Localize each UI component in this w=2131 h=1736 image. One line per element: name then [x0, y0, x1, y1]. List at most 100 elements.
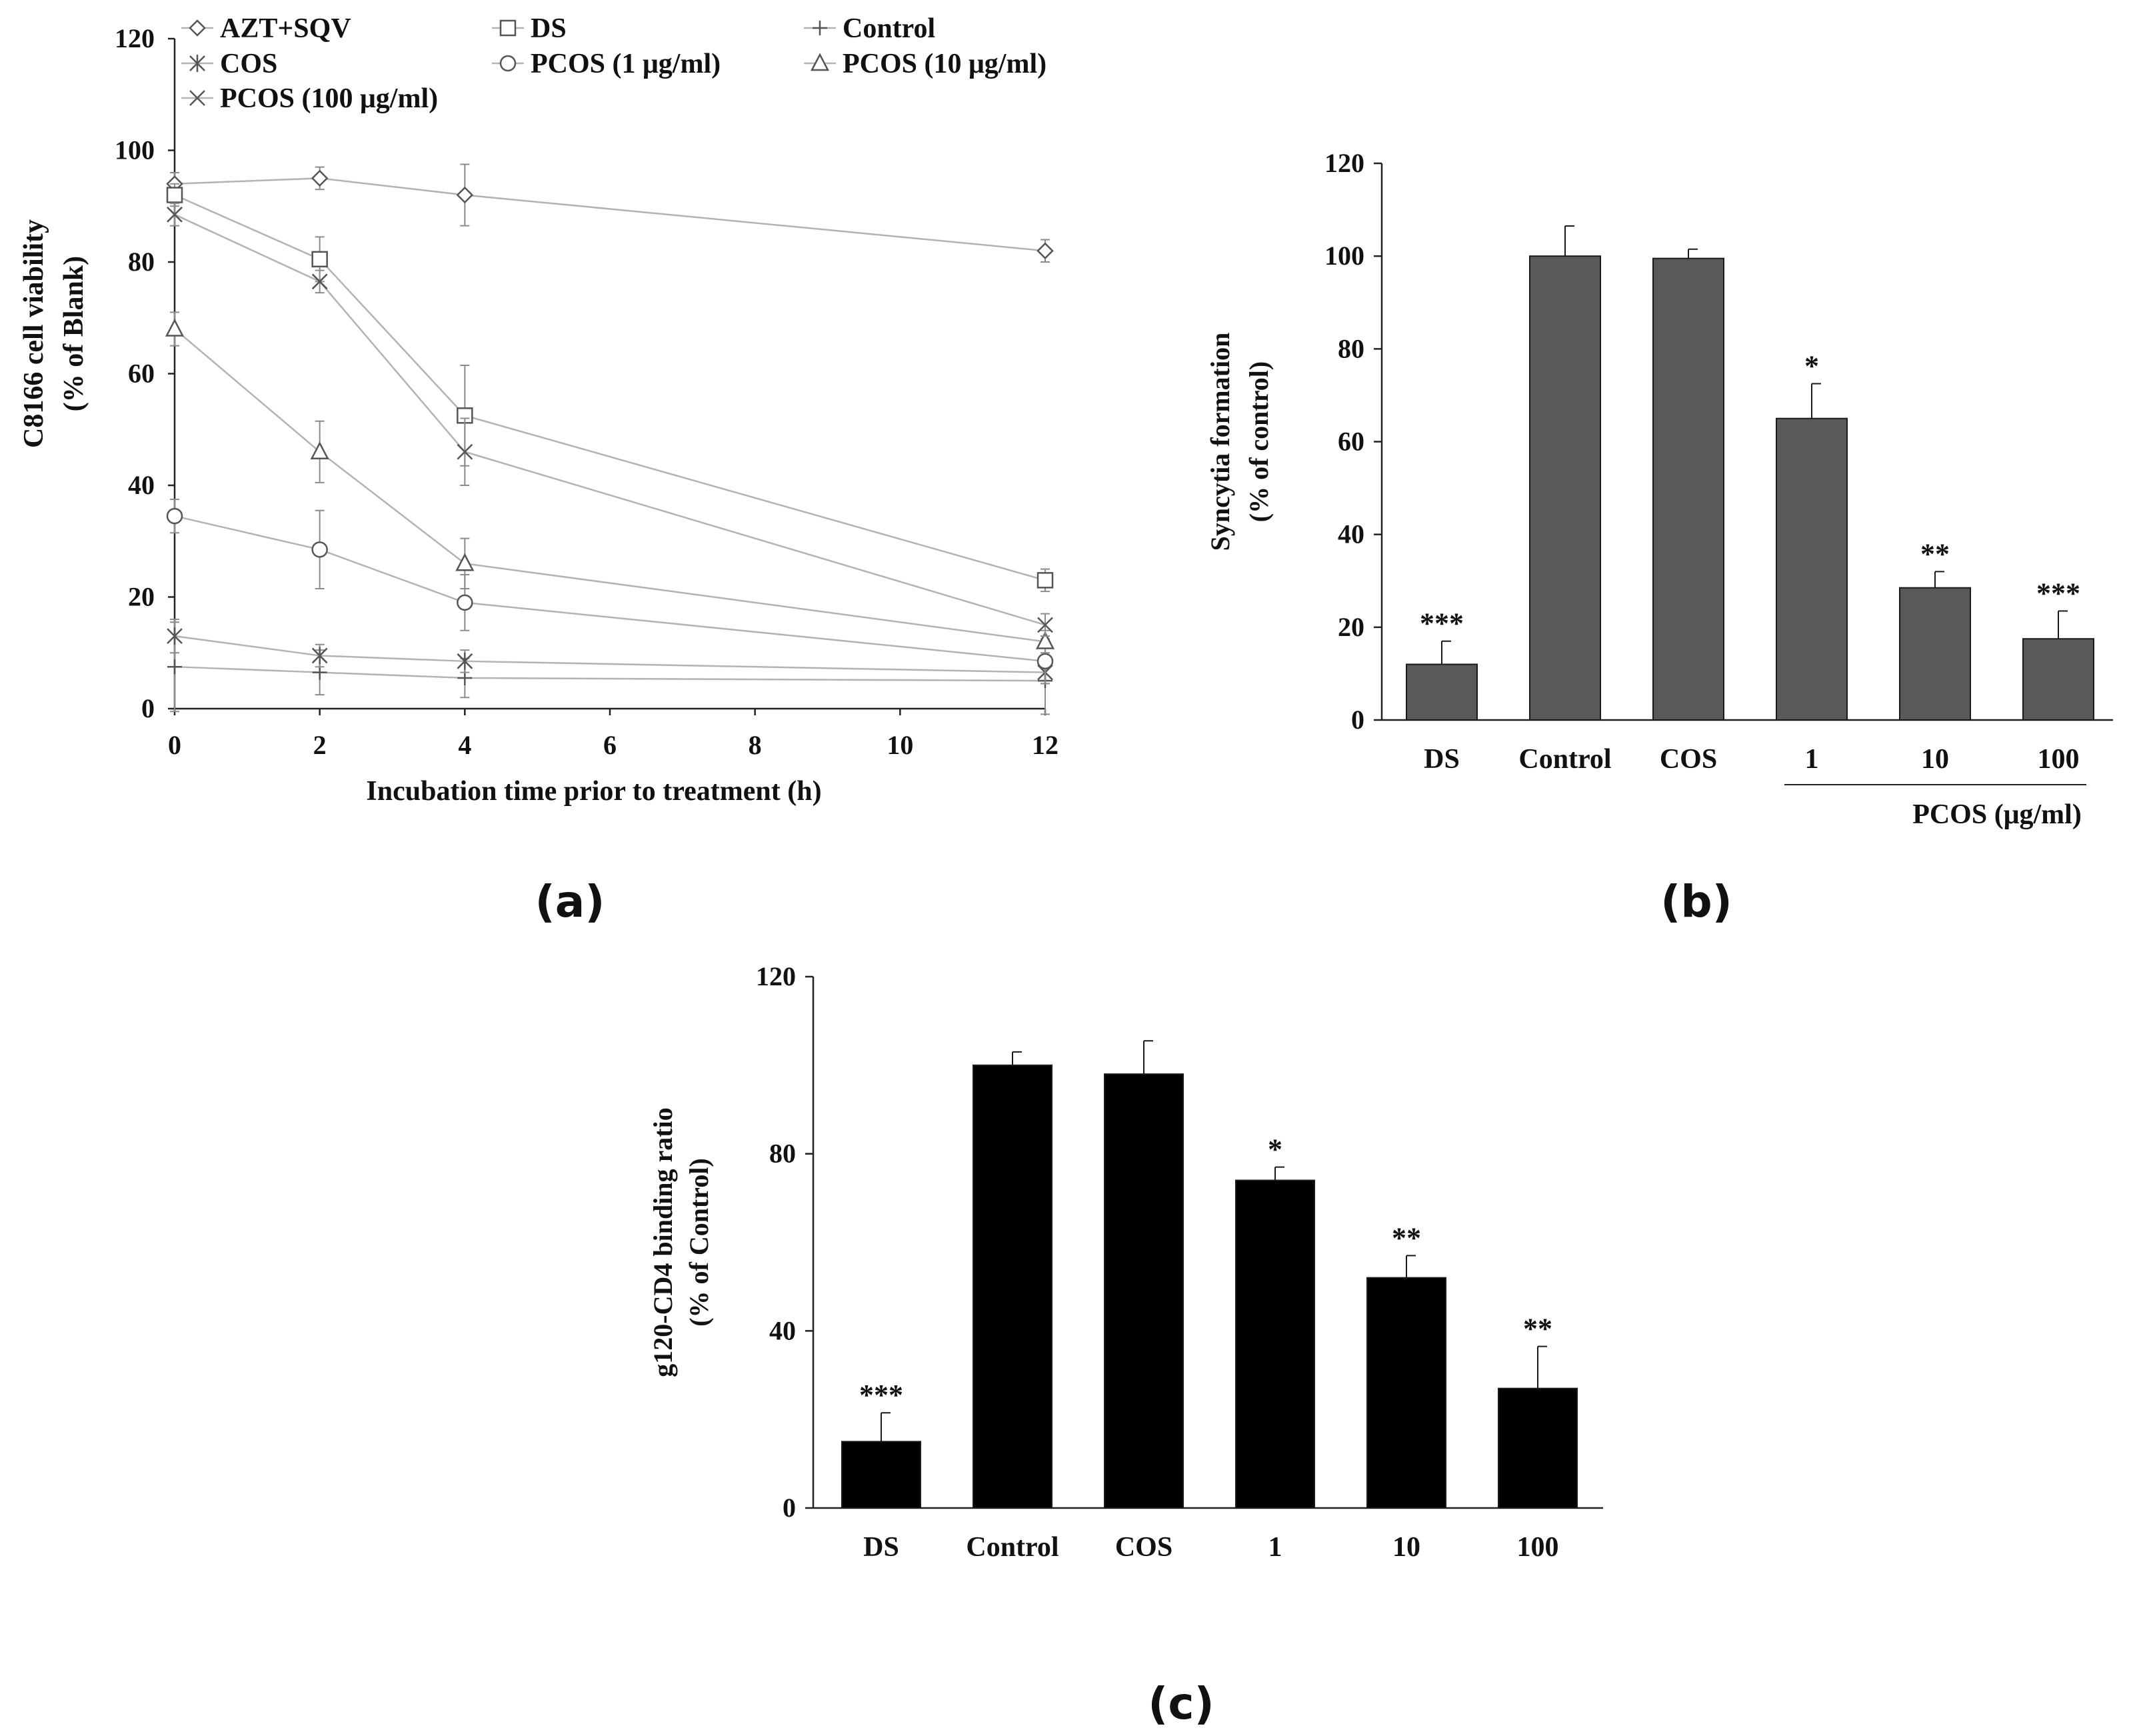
legend-marker — [813, 21, 827, 35]
series-line — [174, 328, 1046, 643]
error-bar — [1143, 1040, 1153, 1075]
x-tick-label: Control — [966, 1532, 1059, 1563]
data-point — [311, 541, 328, 558]
error-bar — [2058, 610, 2068, 639]
y-tick-label: 40 — [128, 470, 155, 500]
legend-marker — [499, 55, 517, 72]
y-tick-label: 20 — [1338, 612, 1364, 642]
x-tick-label: 1 — [1268, 1532, 1282, 1563]
x-tick-label: 0 — [168, 730, 181, 760]
series-group — [166, 183, 1054, 593]
data-point — [310, 441, 329, 459]
x-tick-label: 100 — [1517, 1532, 1559, 1563]
bar — [973, 1064, 1053, 1509]
series-line — [174, 213, 1046, 626]
significance-marker: ** — [1523, 1313, 1552, 1345]
legend-label: DS — [531, 13, 567, 44]
y-tick-label: 40 — [769, 1315, 796, 1345]
error-bar — [1537, 1345, 1547, 1389]
y-tick-label: 40 — [1338, 519, 1364, 549]
x-tick-label: 2 — [313, 730, 327, 760]
data-point — [166, 187, 183, 203]
x-tick-label: 8 — [749, 730, 762, 760]
legend-label: PCOS (10 μg/ml) — [843, 49, 1047, 79]
y-tick-label: 20 — [128, 582, 155, 612]
x-tick-label: 100 — [2038, 744, 2080, 775]
panel-b-bar-chart: 0 20 40 60 80 100 120 Syncytia formation (% of c… — [1205, 148, 2113, 927]
series-line — [174, 515, 1046, 663]
error-bar — [1441, 640, 1451, 665]
significance-marker: ** — [1920, 537, 1950, 570]
x-tick-label: Control — [1518, 744, 1611, 775]
data-point — [167, 206, 183, 223]
bar — [841, 1441, 921, 1509]
bar — [1104, 1073, 1184, 1509]
error-bar — [881, 1412, 891, 1442]
y-tick-label: 120 — [115, 23, 155, 53]
series-line — [174, 665, 1046, 682]
x-tick-label: 4 — [458, 730, 471, 760]
y-axis-label: g120-CD4 binding ratio — [648, 1107, 678, 1377]
legend-label: Control — [843, 13, 935, 44]
x-tick-label: COS — [1115, 1532, 1172, 1563]
series-group — [165, 311, 1055, 654]
data-point — [167, 659, 182, 675]
data-point — [1037, 242, 1054, 260]
error-bar — [1934, 571, 1944, 588]
y-axis-label: (% of control) — [1244, 361, 1274, 522]
data-point — [311, 251, 328, 268]
data-point — [1035, 631, 1055, 649]
data-point — [456, 186, 474, 204]
x-tick-label: DS — [863, 1532, 899, 1563]
y-tick-label: 100 — [1324, 241, 1364, 271]
data-point — [455, 553, 475, 571]
x-axis-label: Incubation time prior to treatment (h) — [366, 776, 821, 807]
x-tick-label: 1 — [1805, 744, 1819, 775]
legend: AZT+SQV DS Control COS PCOS (1 μg/ml) PCOS (1… — [181, 13, 1047, 114]
y-tick-label: 0 — [1351, 705, 1364, 735]
series-line — [174, 194, 1046, 581]
bar — [1235, 1179, 1315, 1509]
bar — [1529, 255, 1601, 721]
legend-marker — [499, 19, 517, 37]
data-point — [311, 169, 329, 187]
y-axis-label: (% of Control) — [684, 1158, 714, 1327]
data-point — [457, 594, 473, 611]
bar — [1776, 417, 1848, 721]
bar — [1899, 587, 1971, 721]
y-tick-label: 80 — [128, 247, 155, 277]
x-tick-label: 6 — [603, 730, 617, 760]
data-point — [312, 665, 327, 680]
x-tick-label: COS — [1660, 744, 1717, 775]
y-tick-label: 0 — [141, 693, 155, 723]
significance-marker: * — [1268, 1133, 1282, 1166]
bar — [1406, 663, 1478, 721]
bar — [2022, 638, 2094, 721]
data-point — [311, 647, 328, 665]
y-axis-label: (% of Blank) — [59, 256, 89, 411]
panel-a-line-chart: 0 20 40 60 80 100 120 0 2 4 6 8 10 12 Incubation time … — [19, 13, 1059, 927]
data-point — [1037, 617, 1053, 633]
data-point — [457, 443, 473, 460]
x-tick-label: 12 — [1032, 730, 1059, 760]
y-tick-label: 120 — [756, 961, 796, 991]
legend-label: COS — [220, 49, 277, 79]
bar — [1498, 1387, 1578, 1509]
legend-marker — [189, 55, 205, 72]
data-point — [457, 652, 473, 670]
legend-label: PCOS (1 μg/ml) — [531, 49, 721, 79]
legend-label: AZT+SQV — [220, 13, 351, 44]
y-tick-label: 80 — [1338, 333, 1364, 363]
x-tick-label: 10 — [887, 730, 913, 760]
legend-marker — [810, 53, 830, 71]
panel-label: (c) — [1148, 1678, 1214, 1729]
series-line — [174, 635, 1046, 673]
x-tick-label: 10 — [1392, 1532, 1420, 1563]
data-point — [166, 507, 183, 525]
series-line — [174, 177, 1046, 252]
error-bar — [1012, 1051, 1022, 1065]
legend-marker — [189, 19, 206, 37]
group-label: PCOS (μg/ml) — [1912, 799, 2082, 830]
data-point — [1037, 653, 1054, 670]
